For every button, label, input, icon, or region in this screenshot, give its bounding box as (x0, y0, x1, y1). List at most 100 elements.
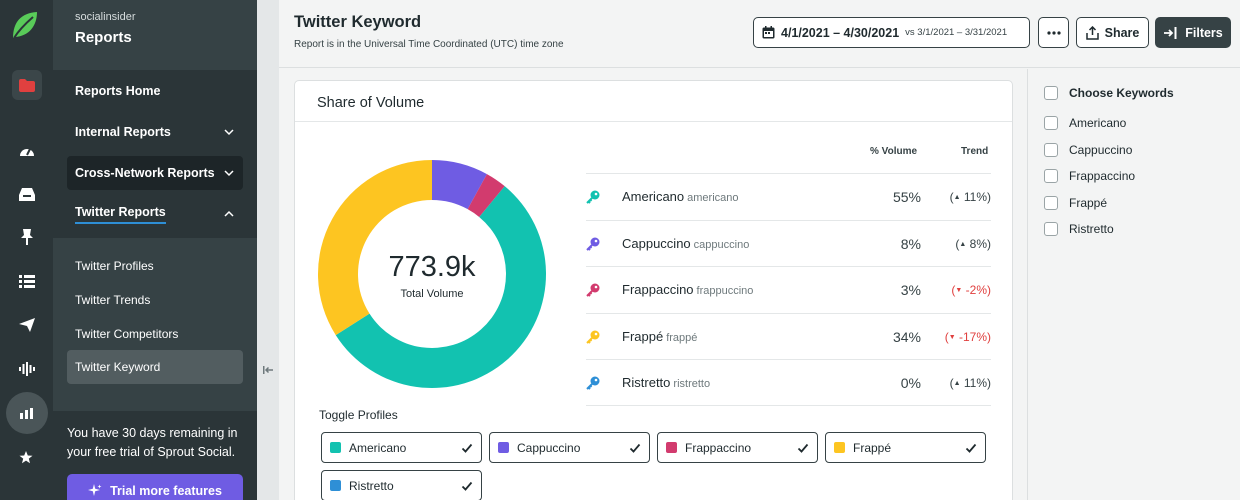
keyword-checkbox[interactable] (1044, 142, 1058, 157)
keyword-trend: (▲ 8%) (955, 236, 991, 251)
reports-bar-chart-icon[interactable] (0, 392, 53, 434)
chevron-down-icon (224, 129, 234, 136)
donut-slice-frappaccino[interactable] (467, 174, 505, 217)
toggle-label: Ristretto (349, 478, 394, 493)
keyword-checkbox[interactable] (1044, 169, 1058, 183)
share-label: Share (1104, 25, 1140, 40)
keyword-trend: (▲ 11%) (949, 190, 991, 204)
toggle-profile-4[interactable]: Frappé (825, 432, 986, 463)
choose-keywords-header[interactable]: Choose Keywords (1044, 86, 1174, 100)
reports-sidebar: socialinsider Reports Reports Home Inter… (53, 0, 257, 500)
keyword-checkbox-item[interactable]: Americano (1044, 116, 1126, 130)
dashboard-gauge-icon[interactable] (0, 133, 53, 169)
sidebar-subitem-label: Twitter Keyword (75, 360, 161, 374)
keyword-checkbox[interactable] (1044, 222, 1058, 236)
keyword-alias: frappuccino (696, 285, 754, 297)
color-swatch (498, 442, 509, 453)
page-title: Twitter Keyword (294, 13, 422, 31)
share-of-volume-card: Share of Volume 773.9k Total Volume % Vo… (294, 80, 1013, 500)
keyword-name: Ristretto ristretto (622, 375, 710, 390)
keyword-filter-panel: Choose Keywords Americano Cappuccino Frapp… (1027, 69, 1240, 500)
keyword-checkbox-item[interactable]: Cappuccino (1044, 142, 1132, 157)
sidebar-collapse-strip[interactable] (257, 0, 279, 500)
color-swatch (834, 442, 845, 453)
sidebar-subitem-twitter-trends[interactable]: Twitter Trends (67, 283, 243, 317)
trend-value: -17% (958, 329, 987, 344)
trend-arrow-icon: ▲ (953, 380, 961, 387)
keyword-option-label: Ristretto (1069, 222, 1114, 236)
toggle-profile-1[interactable]: Americano (321, 432, 482, 463)
collapse-sidebar-icon[interactable] (262, 364, 274, 376)
key-icon (586, 376, 600, 390)
keyword-trend: (▼ -17%) (944, 329, 991, 344)
sidebar-item-label: Internal Reports (75, 125, 171, 139)
list-icon[interactable] (0, 263, 53, 299)
checkmark-icon (461, 443, 473, 453)
key-icon (586, 237, 600, 251)
trend-arrow-icon: ▼ (948, 333, 956, 341)
listening-waveform-icon[interactable] (0, 351, 53, 387)
sidebar-subitem-twitter-profiles[interactable]: Twitter Profiles (67, 249, 243, 283)
folder-nav-icon[interactable] (0, 67, 53, 103)
sidebar-item-internal-reports[interactable]: Internal Reports (67, 115, 243, 149)
share-of-volume-donut-chart (317, 160, 546, 388)
select-all-checkbox[interactable] (1044, 86, 1058, 100)
color-swatch (666, 442, 677, 453)
brand-label: socialinsider (75, 11, 136, 23)
star-sparkle-icon[interactable] (0, 439, 53, 475)
sidebar-item-cross-network-reports[interactable]: Cross-Network Reports (67, 156, 243, 190)
donut-slice-cappuccino[interactable] (432, 160, 487, 210)
filters-button[interactable]: Filters (1155, 17, 1231, 48)
inbox-icon[interactable] (0, 176, 53, 212)
keyword-checkbox[interactable] (1044, 116, 1058, 130)
keyword-option-label: Frappé (1069, 195, 1108, 210)
sprout-logo-icon[interactable] (11, 10, 39, 40)
toggle-profile-2[interactable]: Cappuccino (489, 432, 650, 463)
sidebar-subitem-twitter-keyword[interactable]: Twitter Keyword (67, 350, 243, 384)
sidebar-item-reports-home[interactable]: Reports Home (67, 74, 243, 108)
trial-text: You have 30 days remaining in your free … (67, 426, 238, 459)
ellipsis-icon (1046, 30, 1061, 35)
trend-arrow-icon: ▼ (955, 287, 963, 294)
compare-range-value: vs 3/1/2021 – 3/31/2021 (905, 27, 1008, 38)
keyword-checkbox-item[interactable]: Ristretto (1044, 222, 1114, 236)
total-volume-value: 773.9k (388, 251, 476, 283)
donut-slice-frappé[interactable] (317, 160, 432, 336)
toggle-profile-3[interactable]: Frappaccino (657, 432, 818, 463)
sidebar-item-twitter-reports[interactable]: Twitter Reports (67, 197, 243, 231)
sidebar-item-label: Reports Home (75, 84, 161, 98)
keyword-option-label: Frappaccino (1069, 169, 1136, 183)
keyword-checkbox-item[interactable]: Frappaccino (1044, 169, 1135, 183)
donut-slice-americano[interactable] (335, 186, 546, 388)
keyword-volume: 3% (900, 282, 921, 298)
date-range-picker[interactable]: 4/1/2021 – 4/30/2021 vs 3/1/2021 – 3/31/… (753, 17, 1030, 48)
keyword-checkbox-item[interactable]: Frappé (1044, 195, 1108, 210)
pin-icon[interactable] (0, 219, 53, 255)
share-button[interactable]: Share (1076, 17, 1149, 48)
nav-group-background (53, 70, 257, 238)
trial-more-features-button[interactable]: Trial more features (67, 474, 243, 500)
keyword-volume: 55% (892, 189, 921, 205)
keyword-alias: frappé (666, 331, 698, 344)
table-row: Ristretto ristretto 0% (▲ 11%) (586, 359, 991, 405)
sidebar-subitem-label: Twitter Profiles (75, 259, 154, 273)
keyword-volume: 8% (900, 235, 921, 252)
toggle-profile-5[interactable]: Ristretto (321, 470, 482, 500)
keyword-label: Frappaccino (622, 282, 694, 297)
trend-value: 8% (969, 236, 987, 251)
keyword-alias: ristretto (673, 378, 711, 390)
keyword-name: Frappé frappé (622, 329, 697, 344)
sidebar-subitem-label: Twitter Trends (75, 293, 151, 307)
keyword-option-label: Americano (1069, 116, 1127, 130)
table-row: Cappuccino cappuccino 8% (▲ 8%) (586, 219, 991, 266)
chevron-up-icon (224, 210, 234, 217)
sidebar-subitem-twitter-competitors[interactable]: Twitter Competitors (67, 317, 243, 351)
column-header-volume: % Volume (870, 146, 918, 157)
keyword-checkbox[interactable] (1044, 195, 1058, 210)
keyword-label: Frappé (622, 328, 664, 344)
send-icon[interactable] (0, 307, 53, 343)
more-options-button[interactable] (1038, 17, 1069, 48)
trial-button-label: Trial more features (110, 484, 222, 498)
share-icon (1085, 25, 1099, 40)
sidebar-subitem-label: Twitter Competitors (75, 327, 179, 341)
